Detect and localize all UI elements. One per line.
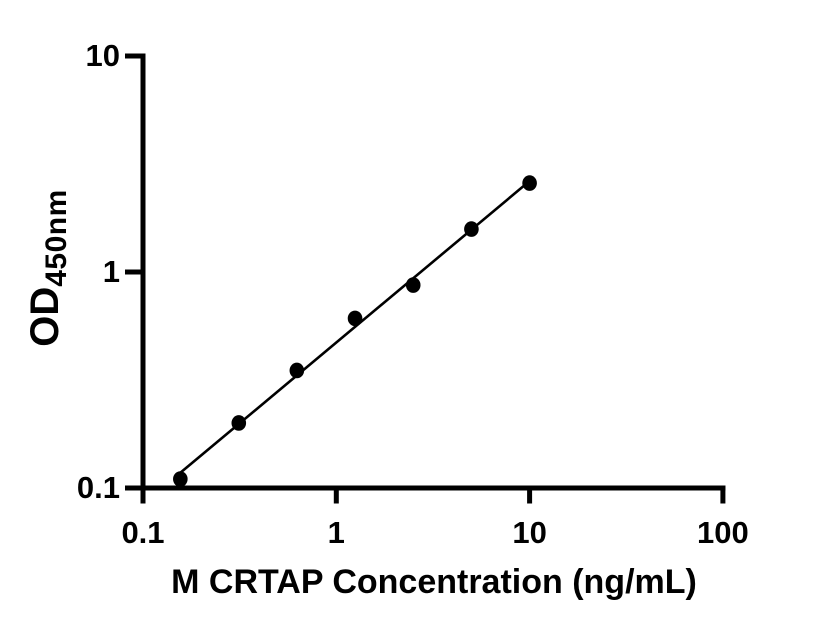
data-point (347, 310, 363, 327)
x-axis-title: M CRTAP Concentration (ng/mL) (0, 561, 816, 603)
y-tick-mark (125, 485, 143, 491)
x-tick-mark (333, 485, 339, 504)
data-point (173, 471, 188, 487)
y-tick-label-10: 10 (85, 38, 120, 73)
y-tick-mark (125, 53, 143, 59)
y-axis-title-main: OD (23, 286, 67, 347)
data-point (522, 175, 537, 191)
y-tick-label-1: 1 (102, 254, 120, 289)
x-tick-mark (720, 485, 726, 504)
x-tick-label-1: 1 (327, 515, 345, 550)
x-tick-label-100: 100 (697, 515, 749, 550)
y-axis-title-text: OD450nm (23, 189, 73, 347)
data-point (464, 221, 479, 237)
x-axis-line (140, 485, 726, 491)
x-axis-title-text: M CRTAP Concentration (ng/mL) (171, 563, 697, 601)
y-axis-title-subscript: 450nm (40, 189, 73, 287)
x-tick-label-0p1: 0.1 (121, 515, 165, 550)
x-tick-label-10: 10 (512, 515, 547, 550)
y-tick-mark (125, 269, 143, 275)
x-tick-mark (140, 485, 146, 504)
y-tick-label-0p1: 0.1 (76, 470, 120, 505)
data-point (405, 277, 421, 293)
x-tick-mark (527, 485, 533, 504)
data-point (231, 415, 247, 431)
y-axis-line (140, 53, 146, 501)
data-point (289, 362, 305, 379)
